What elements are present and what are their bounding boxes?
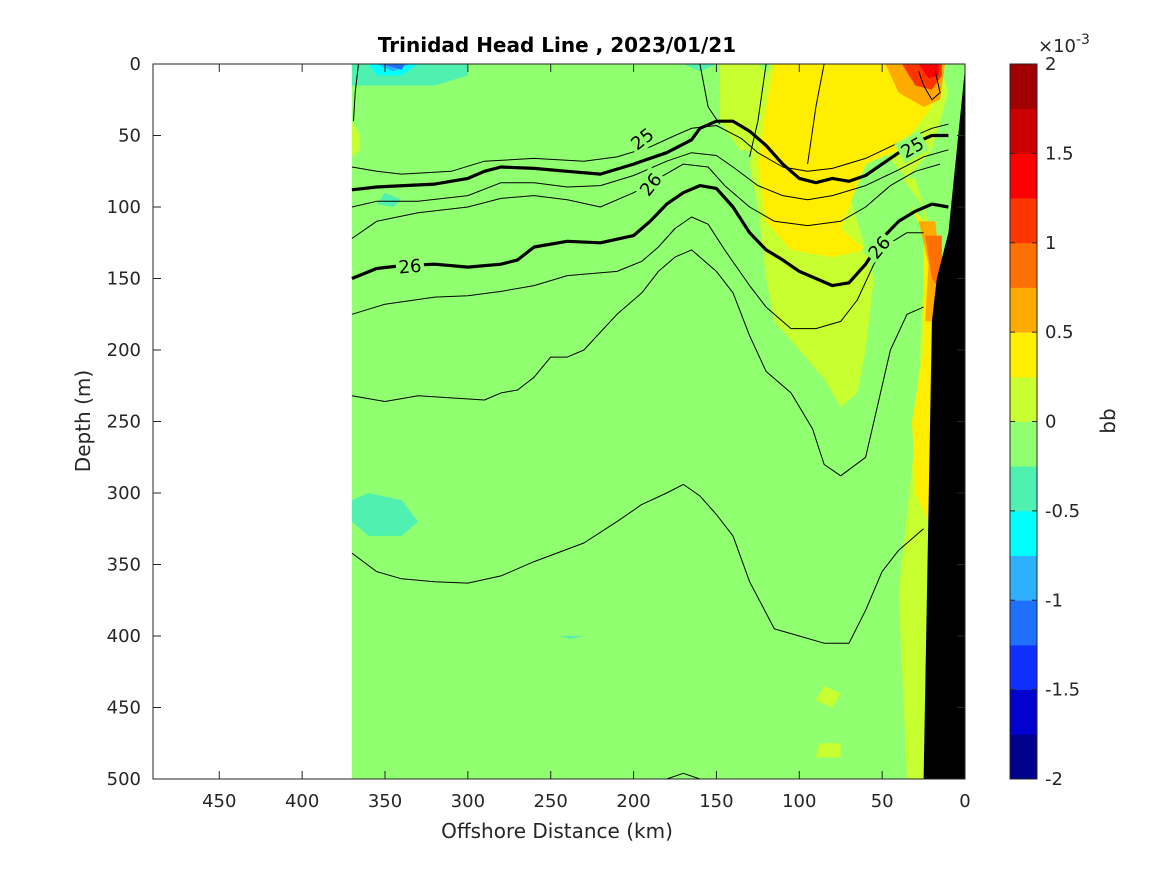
colorbar-swatch [1010,689,1037,735]
x-axis-label: Offshore Distance (km) [441,819,673,843]
contour-label: 26 [398,256,423,279]
colorbar-swatch [1010,644,1037,691]
contour-13 [666,772,701,779]
contour-2 [351,123,949,175]
colorbar-swatch [1010,64,1037,110]
colorbar-swatch [1010,466,1037,512]
contour-7 [351,483,924,644]
x-tick-label: 300 [451,791,485,812]
colorbar-swatch [1010,600,1037,646]
x-tick-label: 400 [285,791,319,812]
contour-5 [351,216,924,330]
contour-label-bg [632,166,668,202]
chart-title: Trinidad Head Line , 2023/01/21 [378,33,736,57]
x-tick-label: 350 [368,791,402,812]
colorbar-swatch [1010,376,1037,422]
x-tick-label: 100 [782,791,816,812]
y-tick-label: 50 [118,126,141,147]
contour-12 [918,71,941,101]
contour-major-1 [351,184,949,288]
colorbar-swatch [1010,287,1037,333]
colorbar-exponent: ×10-3 [1038,32,1090,57]
y-tick-label: 450 [107,698,141,719]
bathymetry-mask [923,68,965,779]
colorbar-tick-label: 0.5 [1045,322,1074,343]
colorbar-swatch [1010,555,1037,601]
colorbar-tick-label: -0.5 [1045,501,1080,522]
heatmap-region-10 [351,121,361,157]
x-tick-label: 450 [202,791,236,812]
y-tick-label: 400 [107,626,141,647]
colorbar-tick-label: 1.5 [1045,143,1074,164]
x-tick-label: 50 [871,791,894,812]
heatmap-region-11 [815,686,841,708]
colorbar-swatch [1010,108,1037,154]
colorbar-swatch [1010,421,1037,467]
contour-4 [351,163,941,239]
y-tick-label: 150 [107,269,141,290]
contour-label-bg [394,253,425,278]
colorbar-tick-label: -1 [1045,590,1063,611]
contour-major-0 [351,119,949,192]
x-tick-label: 150 [699,791,733,812]
y-tick-label: 200 [107,340,141,361]
heatmap-region-12 [815,743,841,758]
heatmap-region-9 [918,64,939,79]
x-tick-label: 0 [959,791,970,812]
heatmap-region-19 [381,64,405,70]
contour-6 [351,249,924,477]
contour-label-group-2: 26 [394,253,425,279]
colorbar-tick-label: -2 [1045,769,1063,790]
colorbar-swatch [1010,332,1037,378]
y-tick-label: 500 [107,769,141,790]
contour-label-bg [894,130,930,164]
colorbar-swatch [1010,198,1037,244]
colorbar-label: bb [1096,408,1120,433]
colorbar-swatch [1010,153,1037,199]
y-tick-label: 0 [130,54,141,75]
contour-10 [807,64,825,165]
colorbar-swatch [1010,734,1037,780]
y-tick-label: 350 [107,555,141,576]
y-tick-label: 100 [107,197,141,218]
contour-3 [351,149,949,208]
contour-label-bg [624,121,660,156]
colorbar-exponent-base: ×10 [1038,36,1076,57]
contour-8 [749,64,767,158]
colorbar-exponent-power: -3 [1076,32,1090,48]
contour-label-bg [861,229,897,265]
heatmap-region-15 [559,636,584,639]
heatmap-region-13 [351,493,419,536]
y-tick-label: 250 [107,412,141,433]
heatmap-region-2 [757,64,932,258]
colorbar-swatch [1010,510,1037,556]
heatmap-region-20 [683,64,717,72]
colorbar-tick-label: 0 [1045,412,1056,433]
y-axis-label: Depth (m) [71,370,95,472]
contour-9 [699,64,721,125]
x-tick-label: 250 [534,791,568,812]
axes: 450 400 350 300 250 200 150 100 50 00501001502002… [107,54,971,812]
heatmap-region-14 [376,192,402,207]
x-tick-label: 200 [616,791,650,812]
colorbar-tick-label: -1.5 [1045,680,1080,701]
colorbar-tick-label: 1 [1045,233,1056,254]
colorbar-tick-label: 2 [1045,54,1056,75]
colorbar: 2 1.5 1 0.5 0 -0.5 -1 -1.5 -2 [1009,54,1080,790]
contour-11 [353,64,359,122]
y-tick-label: 300 [107,483,141,504]
colorbar-swatch [1010,242,1037,288]
